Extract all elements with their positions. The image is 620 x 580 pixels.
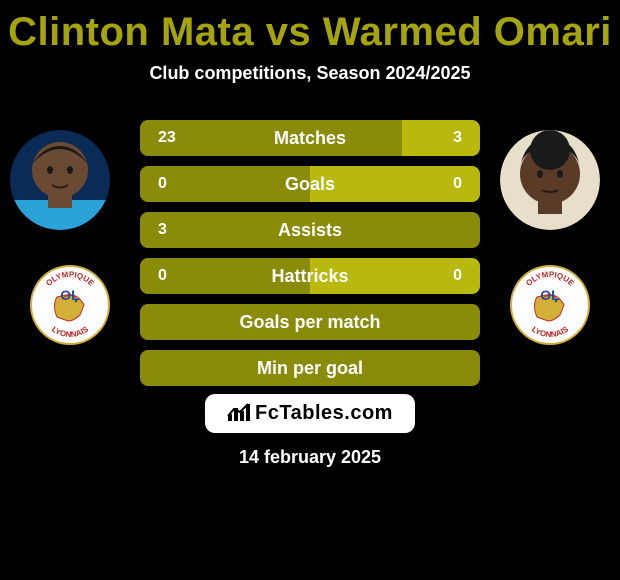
stat-value-right: 0 (453, 166, 462, 202)
stat-value-left: 0 (158, 258, 167, 294)
chart-icon (227, 402, 251, 422)
stat-value-left: 23 (158, 120, 176, 156)
footer-date: 14 february 2025 (0, 447, 620, 468)
page-title: Clinton Mata vs Warmed Omari (0, 0, 620, 55)
stat-row: Min per goal (140, 350, 480, 386)
stat-row: Goals per match (140, 304, 480, 340)
svg-text:OL: OL (540, 287, 560, 303)
stat-label: Min per goal (140, 350, 480, 386)
stat-row: Hattricks 0 0 (140, 258, 480, 294)
comparison-card: Clinton Mata vs Warmed Omari Club compet… (0, 0, 620, 580)
stat-row: Assists 3 (140, 212, 480, 248)
player-right-avatar-svg (500, 130, 600, 230)
page-subtitle: Club competitions, Season 2024/2025 (0, 63, 620, 84)
stat-row: Matches 23 3 (140, 120, 480, 156)
stat-label: Assists (140, 212, 480, 248)
stats-bars: Matches 23 3 Goals 0 0 Assists 3 Hattric… (140, 120, 480, 396)
stat-value-right: 3 (453, 120, 462, 156)
club-right-crest: OLYMPIQUE LYONNAIS OL (510, 265, 590, 345)
player-left-avatar (10, 130, 110, 230)
stat-label: Hattricks (140, 258, 480, 294)
stat-value-left: 3 (158, 212, 167, 248)
stat-label: Goals (140, 166, 480, 202)
brand-badge: FcTables.com (205, 394, 415, 433)
player-left-avatar-svg (10, 130, 110, 230)
stat-row: Goals 0 0 (140, 166, 480, 202)
stat-label: Matches (140, 120, 480, 156)
brand-text: FcTables.com (255, 402, 393, 424)
footer: FcTables.com 14 february 2025 (0, 394, 620, 468)
svg-text:OL: OL (60, 287, 80, 303)
stat-label: Goals per match (140, 304, 480, 340)
stat-value-right: 0 (453, 258, 462, 294)
club-left-crest: OLYMPIQUE LYONNAIS OL (30, 265, 110, 345)
player-right-avatar (500, 130, 600, 230)
stat-value-left: 0 (158, 166, 167, 202)
